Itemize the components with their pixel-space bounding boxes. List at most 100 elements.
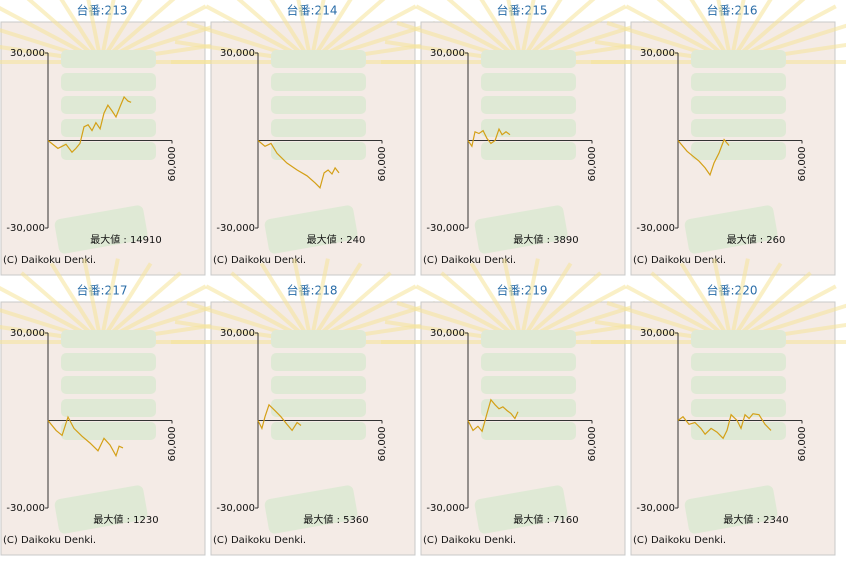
deco-block	[481, 142, 576, 160]
decoration	[381, 0, 661, 254]
footer: (C) Daikoku Denki.	[3, 255, 96, 266]
deco-block	[481, 50, 576, 68]
ray	[269, 0, 313, 64]
deco-block	[481, 353, 576, 371]
deco-block	[61, 330, 156, 348]
deco-tray	[684, 205, 778, 254]
ray	[716, 0, 733, 63]
deco-block	[691, 353, 786, 371]
x-tick-label: 60,000	[167, 147, 178, 182]
ray	[729, 0, 746, 63]
data-line	[677, 138, 730, 177]
x-tick-label: 60,000	[167, 427, 178, 462]
deco-block	[61, 376, 156, 394]
ray	[729, 262, 783, 344]
deco-block	[481, 119, 576, 137]
chart-title: 台番:217	[77, 283, 128, 298]
y-tick-label: -30,000	[216, 223, 255, 234]
data-line	[257, 140, 340, 189]
chart-title: 台番:213	[77, 3, 128, 18]
y-tick-label: -30,000	[6, 503, 45, 514]
chart-title: 台番:218	[287, 283, 338, 298]
footer: (C) Daikoku Denki.	[423, 255, 516, 266]
deco-block	[271, 73, 366, 91]
annotation: 最大値 : 2340	[723, 513, 788, 526]
data-line	[47, 95, 132, 154]
deco-tray	[54, 205, 148, 254]
footer: (C) Daikoku Denki.	[213, 255, 306, 266]
deco-block	[61, 399, 156, 417]
y-tick-label: -30,000	[216, 503, 255, 514]
ray	[99, 262, 153, 344]
ray	[309, 0, 353, 64]
ray	[506, 0, 523, 63]
ray	[59, 0, 103, 64]
annotation: 最大値 : 7160	[513, 513, 578, 526]
annotation: 最大値 : 5360	[303, 513, 368, 526]
deco-block	[271, 330, 366, 348]
x-tick-label: 60,000	[587, 147, 598, 182]
deco-block	[271, 119, 366, 137]
deco-block	[61, 353, 156, 371]
ray	[99, 258, 120, 343]
deco-block	[481, 96, 576, 114]
x-tick-label: 60,000	[587, 427, 598, 462]
deco-block	[271, 376, 366, 394]
deco-block	[61, 96, 156, 114]
deco-block	[691, 376, 786, 394]
deco-block	[481, 399, 576, 417]
deco-block	[691, 96, 786, 114]
annotation: 最大値 : 3890	[513, 233, 578, 246]
y-tick-label: 30,000	[640, 48, 675, 59]
deco-block	[481, 422, 576, 440]
ray	[259, 262, 313, 344]
deco-tray	[54, 485, 148, 534]
deco-block	[61, 50, 156, 68]
ray	[519, 258, 540, 343]
chart-title: 台番:216	[707, 3, 758, 18]
deco-block	[61, 119, 156, 137]
deco-block	[61, 142, 156, 160]
ray	[296, 0, 313, 63]
chart-title: 台番:219	[497, 283, 548, 298]
y-tick-label: 30,000	[640, 328, 675, 339]
deco-tray	[264, 485, 358, 534]
y-tick-label: 30,000	[430, 328, 465, 339]
chart-title: 台番:214	[287, 3, 338, 18]
data-line	[47, 415, 124, 458]
y-tick-label: 30,000	[220, 48, 255, 59]
deco-block	[691, 422, 786, 440]
ray	[469, 262, 523, 344]
footer: (C) Daikoku Denki.	[633, 255, 726, 266]
chart-title: 台番:220	[707, 283, 758, 298]
deco-block	[691, 142, 786, 160]
ray	[679, 262, 733, 344]
deco-block	[481, 330, 576, 348]
ray	[292, 258, 313, 343]
ray	[712, 258, 733, 343]
y-tick-label: 30,000	[430, 48, 465, 59]
deco-tray	[684, 485, 778, 534]
deco-block	[271, 50, 366, 68]
deco-block	[61, 73, 156, 91]
deco-block	[271, 353, 366, 371]
ray	[309, 258, 330, 343]
x-tick-label: 60,000	[797, 427, 808, 462]
ray	[479, 0, 523, 64]
deco-block	[61, 422, 156, 440]
chart-title: 台番:215	[497, 3, 548, 18]
deco-tray	[474, 485, 568, 534]
ray	[729, 0, 773, 64]
ray	[502, 258, 523, 343]
decoration	[591, 0, 846, 254]
ray	[519, 0, 536, 63]
annotation: 最大値 : 14910	[90, 233, 162, 246]
x-tick-label: 60,000	[797, 147, 808, 182]
x-tick-label: 60,000	[377, 147, 388, 182]
data-line	[467, 127, 511, 148]
data-line	[467, 398, 519, 433]
deco-block	[691, 330, 786, 348]
annotation: 最大値 : 1230	[93, 513, 158, 526]
deco-block	[271, 399, 366, 417]
